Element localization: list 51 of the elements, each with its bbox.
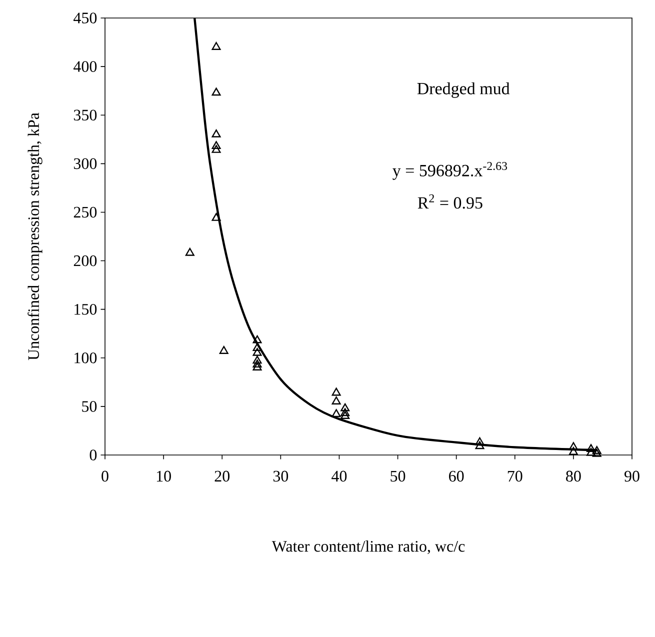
x-tick-label: 0 (102, 470, 108, 482)
point (252, 362, 262, 370)
x-tick-label: 70 (508, 470, 522, 482)
x-tick-label: 40 (332, 470, 347, 482)
x-tick-label: 90 (624, 470, 640, 482)
point (252, 348, 262, 356)
y-tick-label: 350 (74, 110, 97, 121)
point (332, 409, 341, 418)
y-tick-label: 0 (90, 450, 97, 460)
annotation: Dredged mud (417, 82, 510, 98)
x-tick-label: 60 (449, 470, 464, 482)
point (252, 335, 262, 344)
point (475, 441, 484, 450)
annotation: R$^{2}$ = 0.95 (418, 194, 482, 209)
y-tick-label: 250 (74, 206, 97, 218)
x-tick-label: 80 (566, 470, 581, 482)
y-tick-label: 300 (74, 158, 97, 170)
y-tick-label: 150 (74, 304, 97, 315)
point (568, 446, 578, 455)
point (592, 446, 602, 454)
point (212, 141, 221, 150)
point (185, 248, 194, 256)
point (340, 408, 350, 416)
y-tick-label: 50 (82, 401, 97, 412)
point (252, 356, 262, 364)
point (340, 411, 350, 420)
x-axis-title: Water content/lime ratio, wc/c (272, 540, 465, 554)
point (212, 88, 221, 96)
x-tick-label: 30 (273, 470, 288, 482)
y-tick-label: 200 (74, 255, 97, 266)
x-tick-label: 50 (390, 470, 406, 482)
point (212, 212, 221, 221)
point (340, 403, 350, 412)
point (252, 360, 262, 368)
point (212, 129, 221, 138)
point (568, 442, 578, 450)
x-tick-label: 10 (156, 470, 171, 482)
point (586, 444, 596, 452)
point (332, 396, 341, 404)
annotation: y = 596892.x$^{-2.63}$ (392, 162, 508, 180)
point (219, 346, 228, 354)
point (332, 388, 341, 396)
point (212, 42, 221, 50)
point (475, 437, 484, 446)
x-tick-label: 20 (214, 470, 230, 482)
y-tick-label: 100 (74, 352, 97, 364)
y-tick-label: 450 (74, 12, 97, 24)
y-axis-title: Unconfined compression strength, kPa (28, 112, 42, 360)
point (592, 448, 602, 457)
point (212, 144, 221, 153)
y-tick-label: 400 (74, 61, 97, 72)
